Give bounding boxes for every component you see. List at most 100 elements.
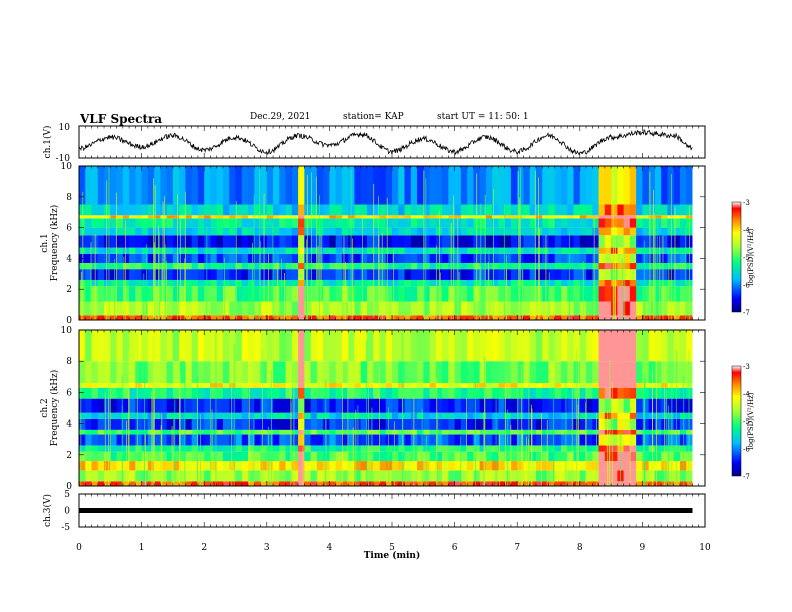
ch2-spectrogram-cell xyxy=(160,361,168,384)
ch1-spectrogram-cell xyxy=(679,227,687,236)
ch2-spectrogram-cell xyxy=(404,398,412,413)
ch1-spectrogram-cell xyxy=(379,301,387,316)
ch2-spectrogram-cell xyxy=(611,383,618,388)
ch1-spectrogram-cell xyxy=(254,269,261,280)
ch1-spectrogram-cell xyxy=(604,301,612,316)
ch1-spectrogram-cell xyxy=(323,166,330,205)
ch2-spectrogram-cell xyxy=(573,361,581,384)
ch2-spectrogram-cell xyxy=(241,398,249,413)
ch1-spectrogram-cell xyxy=(135,204,142,216)
ch1-spectrogram-cell xyxy=(617,166,625,205)
ch1-spectrogram-cell xyxy=(629,279,637,287)
ch2-spectrogram-cell xyxy=(210,470,218,482)
ch1-spectrogram-cell xyxy=(110,269,117,280)
ch1-spectrogram-cell xyxy=(185,253,193,264)
ch1-spectrogram-cell xyxy=(579,227,587,236)
ch1-spectrogram-cell xyxy=(417,269,424,280)
ch2-spectrogram-cell xyxy=(561,434,568,446)
ch1-spectrogram-cell xyxy=(429,215,437,219)
ch1-spectrogram-cell xyxy=(166,218,174,228)
freq-tick-label: 8 xyxy=(66,193,72,203)
ch2-spectrogram-cell xyxy=(216,429,224,435)
ch2-spectrogram-cell xyxy=(122,481,130,486)
ch2-spectrogram-cell xyxy=(561,461,568,471)
ch2-spectrogram-cell xyxy=(435,481,443,486)
ch1-spectrogram-cell xyxy=(366,279,374,287)
ch1-spectrogram-cell xyxy=(241,166,249,205)
ch2-spectrogram-cell xyxy=(442,434,449,446)
ch2-spectrogram-cell xyxy=(529,387,537,399)
ch1-spectrogram-cell xyxy=(648,301,656,316)
ch1-spectrogram-cell xyxy=(636,279,643,287)
ch2-spectrogram-cell xyxy=(504,387,512,399)
ch2-spectrogram-cell xyxy=(166,470,174,482)
ch2-spectrogram-cell xyxy=(442,383,449,388)
ch1-spectrogram-cell xyxy=(479,247,487,254)
ch2-spectrogram-cell xyxy=(435,412,443,419)
ch2-spectrogram-cell xyxy=(554,361,562,384)
ch1-spectrogram-cell xyxy=(116,235,124,248)
ch1-spectrogram-cell xyxy=(629,166,637,205)
ch2-spectrogram-cell xyxy=(417,429,424,435)
ch1-spectrogram-cell xyxy=(460,247,468,254)
ch1-spectrogram-cell xyxy=(392,204,399,216)
ch1-spectrogram-cell xyxy=(366,286,374,302)
ch1-spectrogram-cell xyxy=(166,301,174,316)
ch1-spectrogram-cell xyxy=(410,247,418,254)
ch1-spectrogram-cell xyxy=(216,286,224,302)
ch1-spectrogram-cell xyxy=(642,286,650,302)
ch2-spectrogram-cell xyxy=(360,434,368,446)
ch2-spectrogram-cell xyxy=(97,330,105,362)
ch2-spectrogram-cell xyxy=(573,481,581,486)
ch2-spectrogram-cell xyxy=(122,451,130,462)
ch1-spectrogram-cell xyxy=(97,263,105,270)
ch2-spectrogram-cell xyxy=(129,418,136,430)
ch2-spectrogram-cell xyxy=(636,470,643,482)
ch2-spectrogram-cell xyxy=(498,361,506,384)
ch2-spectrogram-cell xyxy=(222,470,230,482)
ch2-spectrogram-cell xyxy=(479,383,487,388)
ch1-spectrogram-cell xyxy=(623,218,631,228)
ch2-spectrogram-cell xyxy=(291,461,299,471)
ch2-spectrogram-cell xyxy=(423,398,430,413)
ch2-spectrogram-cell xyxy=(542,470,549,482)
ch1-spectrogram-cell xyxy=(97,253,105,264)
ch1-spectrogram-cell xyxy=(661,301,668,316)
ch2-spectrogram-cell xyxy=(348,387,355,399)
ch1-spectrogram-cell xyxy=(160,253,168,264)
ch1-spectrogram-cell xyxy=(529,301,537,316)
ch1-spectrogram-cell xyxy=(366,215,374,219)
ch1-spectrogram-cell xyxy=(179,204,186,216)
ch1-spectrogram-cell xyxy=(467,269,474,280)
ch1-spectrogram-cell xyxy=(160,166,168,205)
ch1-spectrogram-cell xyxy=(298,269,305,280)
ch1-spectrogram-cell xyxy=(254,235,261,248)
ch1-spectrogram-cell xyxy=(335,166,343,205)
ch1-spectrogram-cell xyxy=(661,286,668,302)
ch2-spectrogram-cell xyxy=(604,470,612,482)
ch2-spectrogram-cell xyxy=(248,361,255,384)
ch2-spectrogram-cell xyxy=(154,418,161,430)
ch2-spectrogram-cell xyxy=(185,470,193,482)
ch2-spectrogram-cell xyxy=(542,398,549,413)
ch1-spectrogram-cell xyxy=(673,301,681,316)
ch1-spectrogram-cell xyxy=(523,235,531,248)
ch2-spectrogram-cell xyxy=(429,398,437,413)
ch1-spectrogram-cell xyxy=(329,301,337,316)
ch2-spectrogram-cell xyxy=(316,383,324,388)
ch2-spectrogram-cell xyxy=(373,398,380,413)
ch2-spectrogram-cell xyxy=(667,412,675,419)
ch1-spectrogram-cell xyxy=(667,247,675,254)
ch2-spectrogram-cell xyxy=(260,330,268,362)
ch1-spectrogram-cell xyxy=(598,218,606,228)
ch2-spectrogram-cell xyxy=(304,461,312,471)
ch1-spectrogram-cell xyxy=(348,215,355,219)
ch1-spectrogram-cell xyxy=(629,269,637,280)
ch2-spectrogram-cell xyxy=(154,481,161,486)
ch1-spectrogram-cell xyxy=(579,235,587,248)
ch1-spectrogram-cell xyxy=(492,279,499,287)
ch1-spectrogram-cell xyxy=(216,253,224,264)
ch1-spectrogram-cell xyxy=(648,235,656,248)
ch2-spectrogram-cell xyxy=(129,434,136,446)
ch2-spectrogram-cell xyxy=(248,429,255,435)
